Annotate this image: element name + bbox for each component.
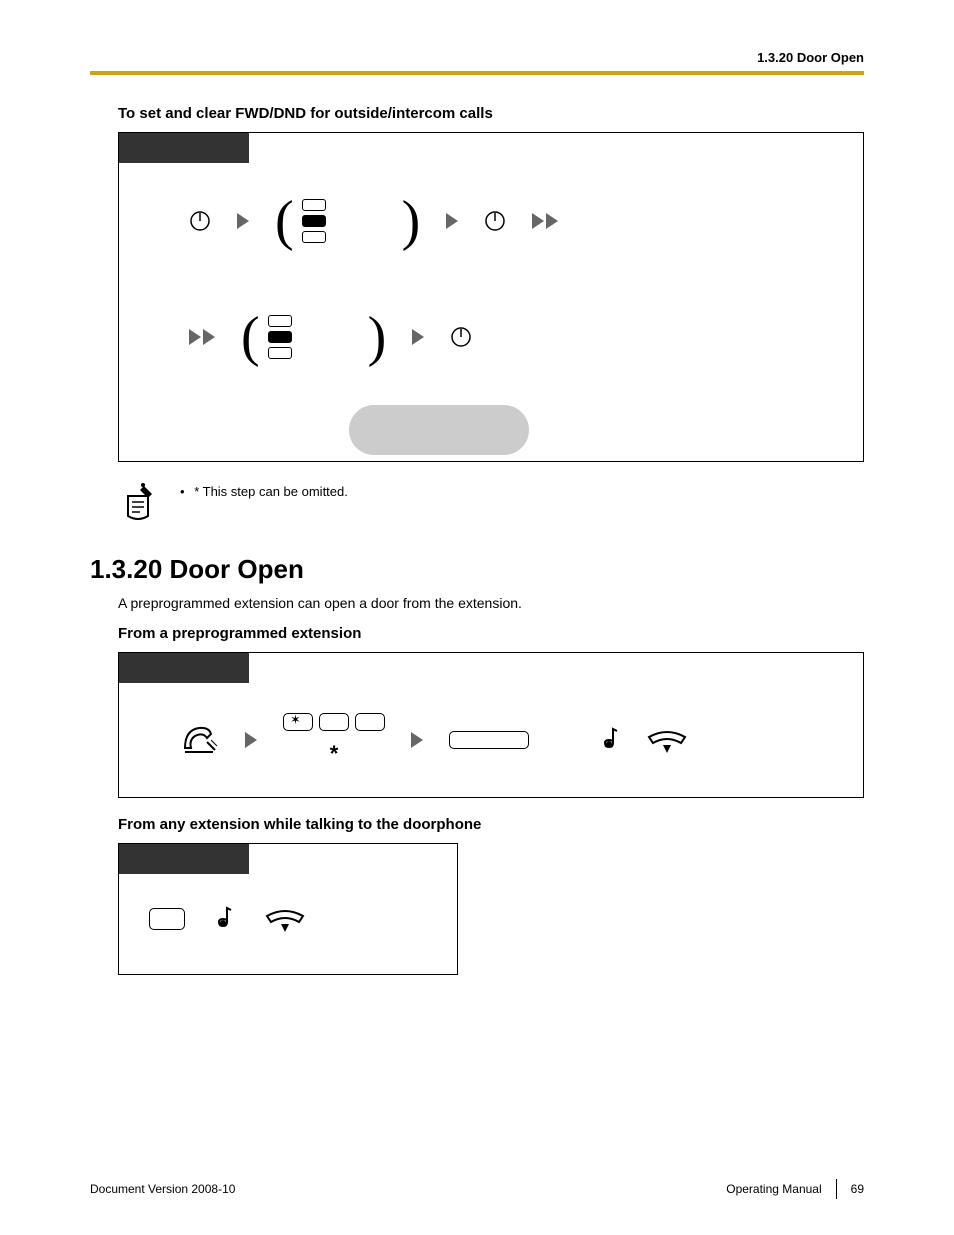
any-extension-heading: From any extension while talking to the …	[118, 816, 864, 833]
entry-field	[449, 731, 529, 749]
arrow-icon	[446, 213, 458, 229]
page-number: 69	[851, 1182, 864, 1196]
page-footer: Document Version 2008-10 Operating Manua…	[90, 1179, 864, 1199]
dial-keys: ✶ *	[283, 713, 385, 767]
key-button	[149, 908, 185, 930]
arrow-icon	[237, 213, 249, 229]
fwd-dnd-heading: To set and clear FWD/DND for outside/int…	[118, 105, 864, 122]
section-intro: A preprogrammed extension can open a doo…	[118, 595, 864, 611]
option-group: ( )	[241, 309, 386, 365]
onhook-icon	[645, 725, 689, 755]
arrow-icon	[412, 329, 424, 345]
offhook-icon	[179, 722, 219, 758]
double-arrow-icon	[532, 213, 558, 229]
music-note-icon	[601, 726, 619, 755]
footer-separator	[836, 1179, 837, 1199]
diagram-any-extension	[118, 843, 458, 975]
power-icon	[189, 210, 211, 232]
diagram-preprogrammed: ✶ *	[118, 652, 864, 798]
speech-bubble	[349, 405, 529, 455]
diagram-tab	[119, 133, 249, 163]
music-note-icon	[215, 905, 233, 934]
diagram-fwd-dnd: ( )	[118, 132, 864, 462]
arrow-icon	[411, 732, 423, 748]
bullet: •	[180, 484, 185, 499]
power-icon	[450, 326, 472, 348]
double-arrow-icon	[189, 329, 215, 345]
note-row: • * This step can be omitted.	[118, 480, 864, 524]
power-icon	[484, 210, 506, 232]
diagram-tab	[119, 653, 249, 683]
section-title: 1.3.20 Door Open	[90, 554, 864, 585]
manual-label: Operating Manual	[726, 1182, 821, 1196]
doc-version: Document Version 2008-10	[90, 1182, 235, 1196]
onhook-icon	[263, 904, 307, 934]
star-label: *	[330, 741, 339, 767]
header-section-ref: 1.3.20 Door Open	[90, 50, 864, 65]
option-group: ( )	[275, 193, 420, 249]
arrow-icon	[245, 732, 257, 748]
notepad-icon	[118, 480, 162, 524]
diagram-tab	[119, 844, 249, 874]
preprogrammed-heading: From a preprogrammed extension	[118, 625, 864, 642]
note-text: * This step can be omitted.	[194, 484, 348, 499]
gold-divider	[90, 71, 864, 75]
